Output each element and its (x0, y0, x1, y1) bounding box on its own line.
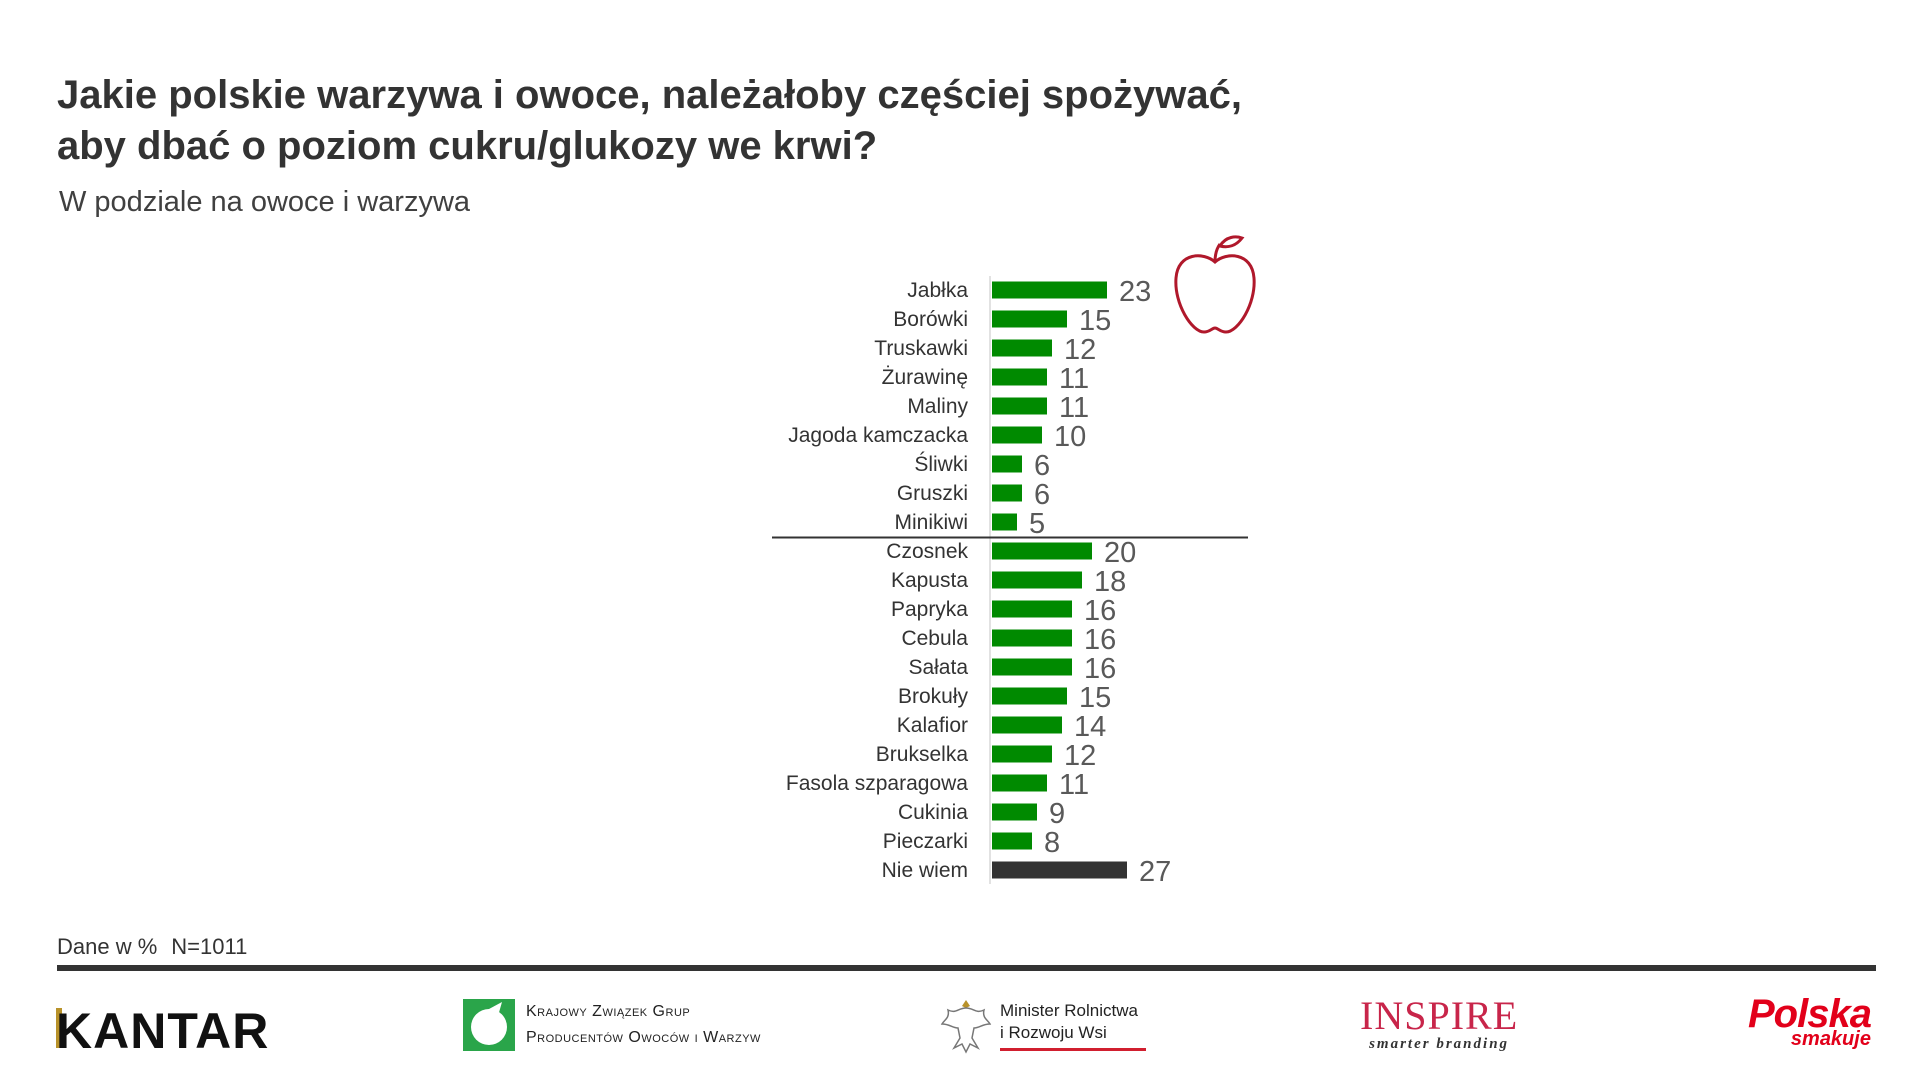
bar (992, 658, 1072, 676)
category-label: Pieczarki (883, 830, 968, 853)
inspire-tagline: smarter branding (1369, 1036, 1510, 1052)
footnote: Dane w % N=1011 (57, 934, 247, 960)
kzg-leaf-icon (463, 999, 515, 1051)
category-label: Kalafior (897, 714, 968, 737)
kzg-line-1: Krajowy Związek Grup (526, 1003, 691, 1020)
category-label: Cebula (901, 627, 968, 650)
bar (992, 484, 1022, 502)
kantar-logo: KANTAR (56, 1003, 270, 1059)
bar (992, 774, 1047, 792)
value-label: 11 (1059, 769, 1089, 801)
value-label: 16 (1084, 624, 1116, 656)
category-label: Papryka (891, 598, 968, 621)
category-label: Minikiwi (895, 511, 969, 534)
bar (992, 397, 1047, 415)
kantar-logo-bar (56, 1008, 62, 1048)
category-label: Żurawinę (882, 366, 968, 389)
value-label: 14 (1074, 711, 1106, 743)
value-label: 6 (1034, 479, 1050, 511)
title-line-2: aby dbać o poziom cukru/glukozy we krwi? (57, 124, 878, 168)
category-label: Borówki (893, 308, 968, 331)
chart-title: Jakie polskie warzywa i owoce, należałob… (57, 70, 1557, 172)
bar (992, 426, 1042, 444)
bar (992, 803, 1037, 821)
bar (992, 832, 1032, 850)
value-label: 27 (1139, 856, 1171, 888)
value-label: 10 (1054, 421, 1086, 453)
bar (992, 310, 1067, 328)
value-label: 15 (1079, 305, 1111, 337)
apple-icon (1174, 235, 1256, 334)
category-label: Kapusta (891, 569, 968, 592)
bar (992, 368, 1047, 386)
value-label: 12 (1064, 740, 1096, 772)
ministry-line-1: Minister Rolnictwa (1000, 1000, 1138, 1020)
value-label: 11 (1059, 392, 1089, 424)
footnote-unit: Dane w % (57, 934, 158, 959)
ministry-logo: Minister Rolnictwa i Rozwoju Wsi (938, 994, 1146, 1056)
value-label: 20 (1104, 537, 1136, 569)
category-label: Fasola szparagowa (786, 772, 968, 795)
bar (992, 542, 1092, 560)
inspire-wordmark: INSPIRE (1360, 993, 1519, 1038)
category-label: Brukselka (876, 743, 969, 766)
bar (992, 745, 1052, 763)
bar-chart: Jabłka 23 Borówki 15 Truskawki 12 Żurawinę 11 Ma… (772, 276, 1248, 888)
value-label: 12 (1064, 334, 1096, 366)
value-label: 8 (1044, 827, 1060, 859)
footnote-sample-size: N=1011 (171, 934, 248, 959)
category-label: Czosnek (886, 540, 968, 563)
polska-tagline: smakuje (1790, 1028, 1871, 1050)
value-label: 16 (1084, 595, 1116, 627)
value-label: 15 (1079, 682, 1111, 714)
category-label: Gruszki (897, 482, 968, 505)
bar (992, 600, 1072, 618)
category-label: Cukinia (898, 801, 968, 824)
title-line-1: Jakie polskie warzywa i owoce, należałob… (57, 73, 1242, 117)
category-label: Maliny (907, 395, 968, 418)
value-label: 5 (1029, 508, 1045, 540)
category-label: Śliwki (914, 452, 968, 476)
bar (992, 687, 1067, 705)
bar (992, 281, 1107, 299)
footer-divider (57, 965, 1876, 971)
eagle-emblem-icon (940, 1000, 992, 1054)
value-label: 11 (1059, 363, 1089, 395)
bar (992, 861, 1127, 879)
category-label: Truskawki (874, 337, 968, 360)
category-label: Brokuły (898, 685, 969, 708)
inspire-logo: INSPIRE smarter branding (1360, 996, 1518, 1053)
bar (992, 629, 1072, 647)
chart-subtitle: W podziale na owoce i warzywa (59, 186, 471, 218)
category-label: Jabłka (907, 279, 968, 302)
kzg-line-2: Producentów Owoców i Warzyw (526, 1029, 761, 1046)
value-label: 6 (1034, 450, 1050, 482)
bar (992, 571, 1082, 589)
bar (992, 455, 1022, 473)
kzg-logo: Krajowy Związek Grup Producentów Owoców … (462, 998, 761, 1052)
value-label: 23 (1119, 276, 1151, 308)
polska-wordmark: Polska (1748, 992, 1872, 1036)
bar (992, 513, 1017, 531)
bar (992, 716, 1062, 734)
category-label: Sałata (908, 656, 968, 679)
bar (992, 339, 1052, 357)
polska-smakuje-logo: Polska smakuje (1748, 992, 1872, 1051)
value-label: 18 (1094, 566, 1126, 598)
category-label: Nie wiem (882, 859, 968, 882)
value-label: 9 (1049, 798, 1065, 830)
ministry-line-2: i Rozwoju Wsi (1000, 1022, 1107, 1042)
category-label: Jagoda kamczacka (788, 424, 968, 447)
ministry-red-underline (1000, 1047, 1146, 1051)
value-label: 16 (1084, 653, 1116, 685)
